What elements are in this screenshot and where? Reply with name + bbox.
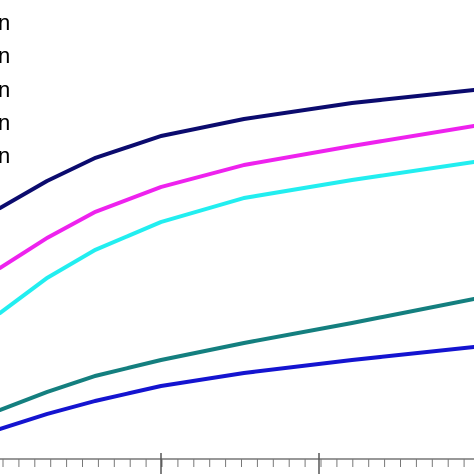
legend-entry: n — [0, 10, 10, 35]
x-axis — [0, 453, 474, 474]
legend: n n n n n — [0, 10, 10, 168]
series-line — [0, 297, 474, 412]
series-line — [0, 160, 474, 315]
series-line — [0, 124, 474, 270]
legend-entry: n — [0, 110, 10, 135]
legend-entry: n — [0, 77, 10, 102]
series-layer — [0, 88, 474, 431]
series-line — [0, 88, 474, 210]
legend-entry: n — [0, 43, 10, 68]
legend-entry: n — [0, 143, 10, 168]
series-line — [0, 345, 474, 431]
